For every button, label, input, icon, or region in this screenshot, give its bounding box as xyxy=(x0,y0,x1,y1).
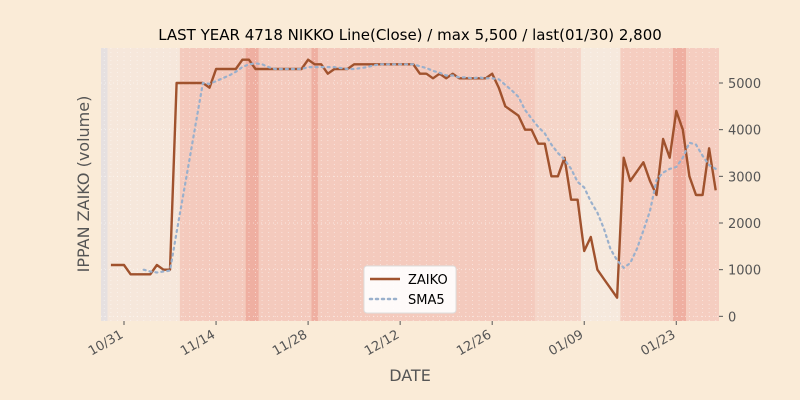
y-tick-label: 0 xyxy=(728,310,736,325)
background-band xyxy=(672,48,687,321)
series-line-sma5 xyxy=(142,62,717,274)
x-tick-label: 01/23 xyxy=(638,327,678,359)
x-tick-label: 01/09 xyxy=(546,327,586,359)
y-axis-ticks: 0 1000 2000 3000 4000 5000 xyxy=(719,77,761,325)
x-tick-label: 11/28 xyxy=(270,327,310,359)
x-axis-label: DATE xyxy=(389,366,431,385)
background-band xyxy=(101,48,108,321)
y-tick-label: 5000 xyxy=(728,77,761,92)
background-band xyxy=(258,48,312,321)
y-tick-label: 4000 xyxy=(728,124,761,139)
plot-area xyxy=(101,48,719,321)
background-band xyxy=(179,48,246,321)
legend-label-sma5: SMA5 xyxy=(408,293,445,308)
chart-title: LAST YEAR 4718 NIKKO Line(Close) / max 5… xyxy=(158,26,662,44)
background-band xyxy=(245,48,259,321)
background-bands xyxy=(101,48,719,321)
series-lines xyxy=(110,58,717,299)
x-tick-label: 11/14 xyxy=(178,327,218,359)
y-tick-label: 1000 xyxy=(728,264,761,279)
legend: ZAIKO SMA5 xyxy=(363,265,457,314)
grid-lines xyxy=(101,48,719,321)
x-axis-ticks: 10/31 11/14 11/28 12/12 12/26 01/09 01/23 xyxy=(86,321,678,359)
x-tick-label: 12/12 xyxy=(362,327,402,359)
background-band xyxy=(534,48,581,321)
x-tick-label: 10/31 xyxy=(86,327,126,359)
x-tick-label: 12/26 xyxy=(454,327,494,359)
legend-label-zaiko: ZAIKO xyxy=(408,273,448,288)
background-band xyxy=(620,48,673,321)
y-tick-label: 2000 xyxy=(728,217,761,232)
y-axis-label: IPPAN ZAIKO (volume) xyxy=(74,96,93,273)
series-line-zaiko xyxy=(110,58,717,299)
background-band xyxy=(580,48,621,321)
background-band xyxy=(311,48,318,321)
y-tick-label: 3000 xyxy=(728,170,761,185)
